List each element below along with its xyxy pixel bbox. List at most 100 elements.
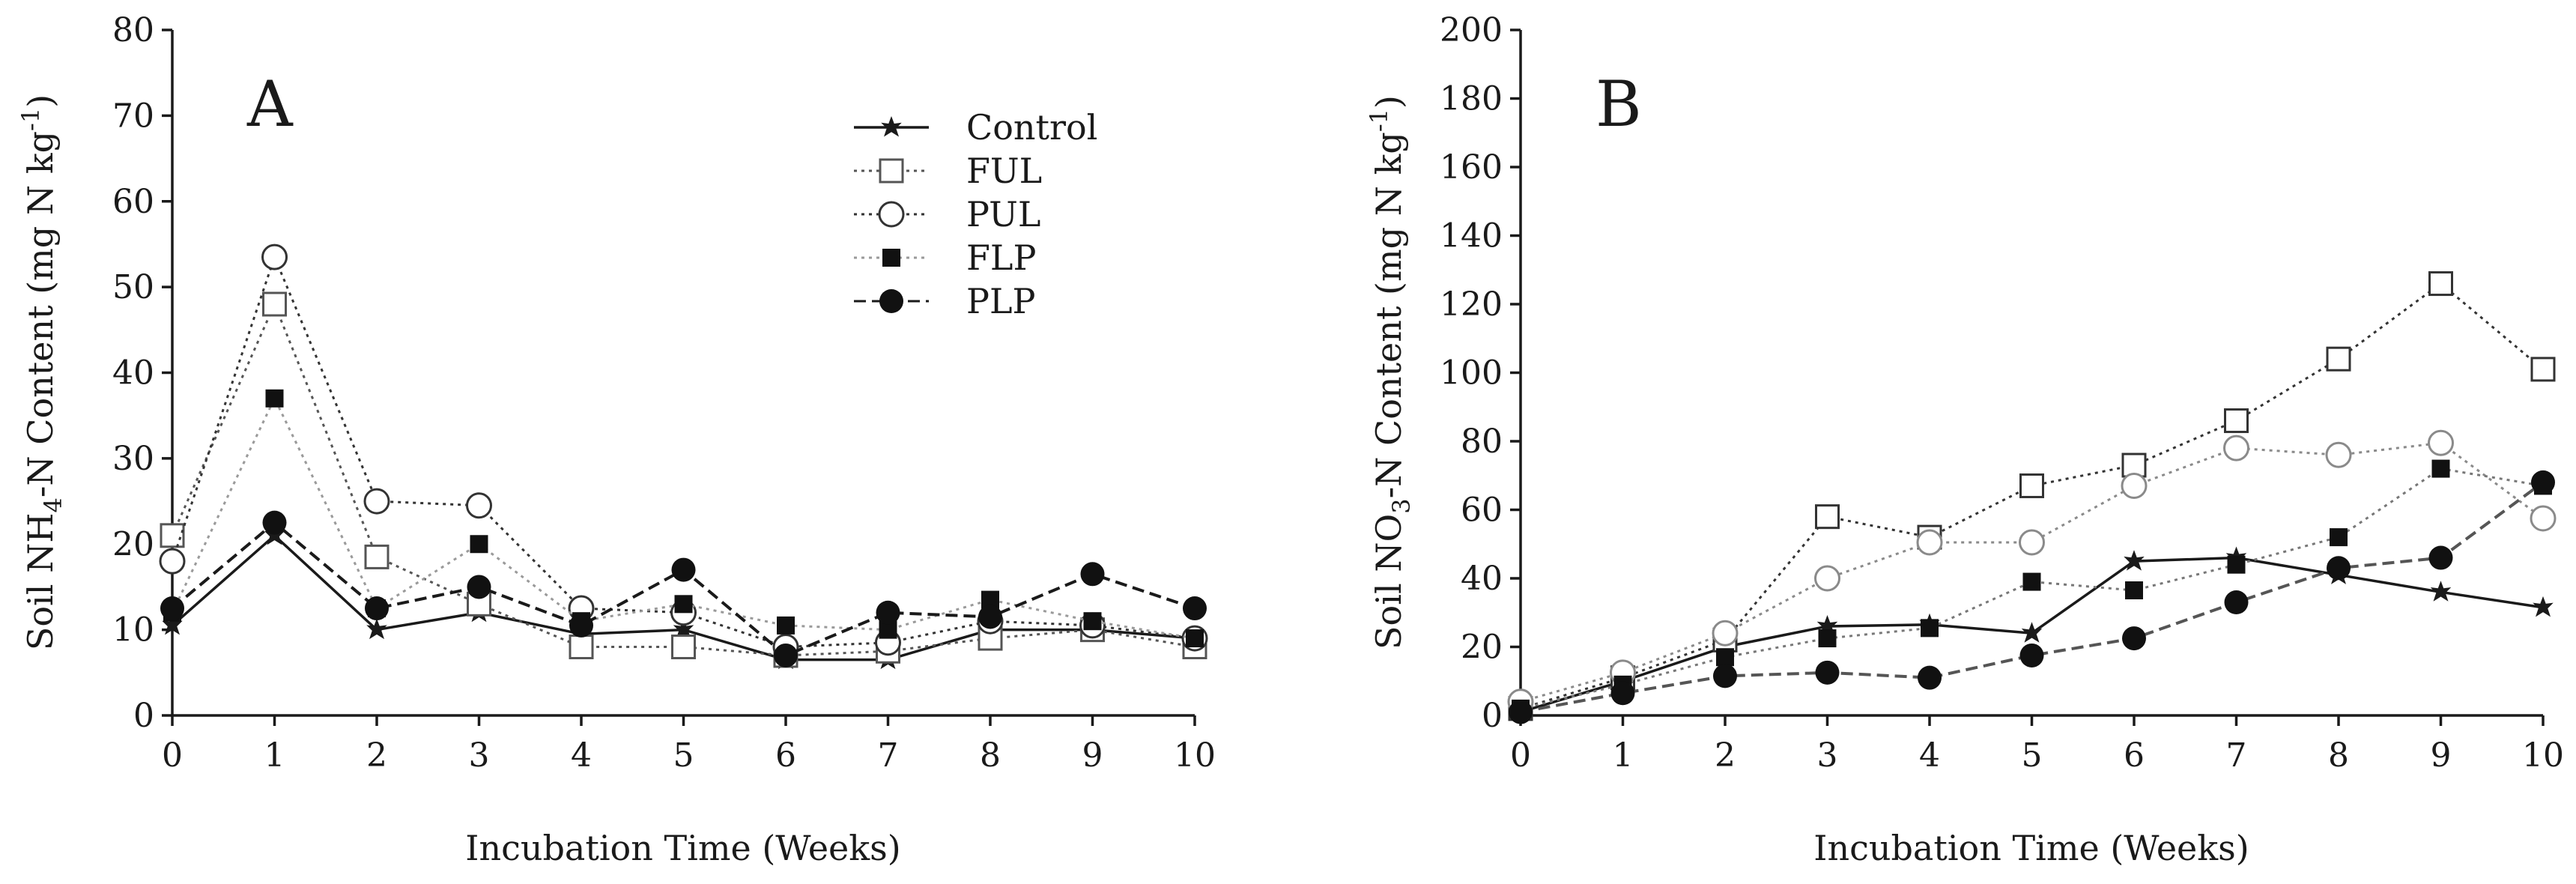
legend-label: PUL xyxy=(966,194,1040,234)
data-point-ful xyxy=(2019,473,2044,498)
series-line-flp xyxy=(1520,467,2544,710)
data-point-plp xyxy=(876,600,900,625)
data-point-flp xyxy=(2022,572,2041,591)
y-tick-label: 160 xyxy=(1440,148,1503,187)
data-point-plp xyxy=(2224,590,2249,615)
legend-label: FUL xyxy=(966,151,1042,191)
x-tick-label: 0 xyxy=(1510,736,1531,775)
data-point-ful xyxy=(160,523,185,548)
data-point-flp xyxy=(1716,648,1734,667)
data-point-ful xyxy=(569,635,594,659)
y-tick-label: 70 xyxy=(112,97,154,135)
data-point-pul xyxy=(2428,429,2454,456)
y-tick-label: 30 xyxy=(112,440,154,478)
data-point-plp xyxy=(1080,562,1105,587)
x-tick-label: 2 xyxy=(366,736,387,775)
panel-a-x-axis-label: Incubation Time (Weeks) xyxy=(465,828,900,868)
x-tick-label: 3 xyxy=(469,736,490,775)
data-point-pul xyxy=(2325,441,2352,468)
x-tick-label: 1 xyxy=(264,736,285,775)
y-tick-label: 0 xyxy=(133,697,154,735)
data-point-flp xyxy=(1186,629,1204,648)
panel-b-axes xyxy=(1519,30,2543,717)
legend-label: FLP xyxy=(966,237,1036,278)
data-point-plp xyxy=(160,596,184,621)
data-point-flp xyxy=(470,535,488,554)
data-point-pul xyxy=(159,548,186,575)
data-point-pul xyxy=(2019,529,2045,556)
panel-b-y-axis-label: Soil NO3-N Content (mg N kg-1) xyxy=(1365,95,1416,650)
y-tick-label: 40 xyxy=(112,354,154,393)
legend-label: Control xyxy=(966,107,1097,148)
data-point-plp xyxy=(569,613,593,638)
x-tick-label: 8 xyxy=(2328,736,2349,775)
y-tick-label: 100 xyxy=(1440,354,1503,393)
panel-a-label: A xyxy=(246,67,294,141)
data-point-flp xyxy=(265,389,284,408)
legend-marker-plp xyxy=(879,289,903,313)
x-tick-label: 6 xyxy=(775,736,796,775)
data-point-flp xyxy=(2125,581,2143,600)
panel-b-x-axis-label: Incubation Time (Weeks) xyxy=(1813,828,2249,868)
x-tick-label: 4 xyxy=(1919,736,1940,775)
legend-item-ful: FUL xyxy=(854,151,1042,191)
x-tick-label: 7 xyxy=(878,736,899,775)
legend-marker-pul xyxy=(878,201,905,228)
data-point-pul xyxy=(363,488,390,515)
data-point-plp xyxy=(774,643,798,667)
data-point-plp xyxy=(1713,664,1737,688)
series-plp xyxy=(160,510,1207,667)
data-point-flp xyxy=(2227,555,2246,574)
x-tick-label: 9 xyxy=(1082,736,1103,775)
y-tick-label: 140 xyxy=(1440,217,1503,255)
x-tick-label: 1 xyxy=(1613,736,1634,775)
data-point-plp xyxy=(2327,556,2351,581)
x-tick-label: 10 xyxy=(1174,736,1216,775)
y-tick-label: 80 xyxy=(112,11,154,49)
data-point-ful xyxy=(2428,271,2453,297)
x-tick-label: 7 xyxy=(2226,736,2247,775)
x-tick-label: 8 xyxy=(980,736,1001,775)
panel-a-y-axis-label: Soil NH4-N Content (mg N kg-1) xyxy=(16,94,67,650)
y-tick-label: 80 xyxy=(1461,423,1503,461)
data-point-flp xyxy=(2431,459,2450,478)
data-point-pul xyxy=(261,243,288,270)
data-point-plp xyxy=(978,605,1002,629)
data-point-flp xyxy=(1818,629,1837,648)
panel-b-label: B xyxy=(1595,67,1642,141)
data-point-flp xyxy=(1083,612,1102,631)
data-point-flp xyxy=(1921,619,1939,638)
x-tick-label: 3 xyxy=(1817,736,1838,775)
data-point-plp xyxy=(1183,596,1207,621)
data-point-flp xyxy=(777,616,795,635)
data-point-flp xyxy=(674,595,693,614)
legend-label: PLP xyxy=(966,281,1035,321)
data-point-plp xyxy=(262,510,287,535)
data-point-ful xyxy=(2530,357,2556,382)
x-tick-label: 2 xyxy=(1715,736,1736,775)
series-line-flp xyxy=(171,396,1195,640)
y-tick-label: 60 xyxy=(1461,491,1503,530)
data-point-plp xyxy=(2019,643,2044,667)
data-point-plp xyxy=(1509,700,1533,724)
y-tick-label: 20 xyxy=(112,525,154,563)
data-point-ful xyxy=(1815,504,1840,530)
y-tick-label: 20 xyxy=(1461,629,1503,667)
series-flp xyxy=(163,389,1204,648)
series-line-ful xyxy=(171,301,1195,657)
series-plp xyxy=(1509,470,2555,724)
data-point-pul xyxy=(2530,505,2557,532)
data-point-pul xyxy=(2223,435,2249,461)
legend-item-plp: PLP xyxy=(854,281,1035,321)
data-point-plp xyxy=(365,596,389,621)
legend-marker-ful xyxy=(879,158,904,184)
x-tick-label: 0 xyxy=(162,736,183,775)
data-point-ful xyxy=(364,544,390,569)
x-tick-label: 9 xyxy=(2431,736,2452,775)
x-tick-label: 5 xyxy=(673,736,694,775)
data-point-plp xyxy=(1610,681,1635,706)
y-tick-label: 10 xyxy=(112,611,154,650)
x-tick-label: 4 xyxy=(571,736,592,775)
